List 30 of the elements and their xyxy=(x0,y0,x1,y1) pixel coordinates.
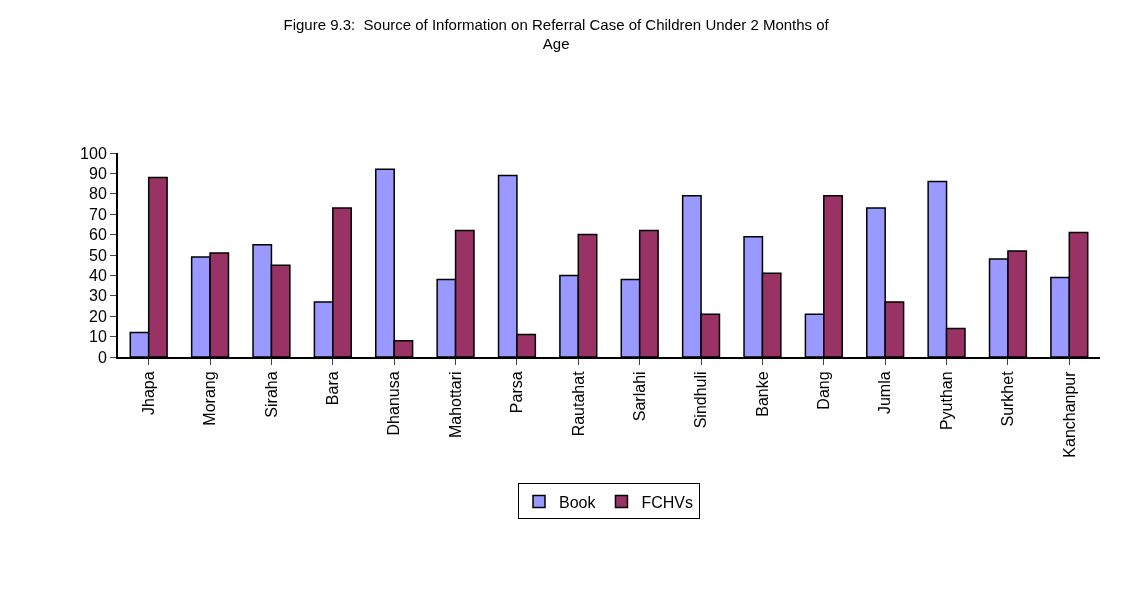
y-tick-label: 90 xyxy=(89,165,107,182)
x-tick-label: Banke xyxy=(753,371,771,417)
x-tick-label: Rautahat xyxy=(569,370,587,437)
x-tick-label: Kanchanpur xyxy=(1060,370,1078,458)
y-tick-label: 80 xyxy=(89,185,107,203)
legend-label: Book xyxy=(559,493,597,511)
y-tick-label: 0 xyxy=(97,348,107,366)
y-tick-label: 100 xyxy=(80,144,107,162)
y-tick-label: 60 xyxy=(89,226,107,244)
x-tick-label: Mahottari xyxy=(446,371,464,439)
x-tick-label: Sindhuli xyxy=(692,371,710,429)
x-tick-label: Siraha xyxy=(262,371,280,418)
x-tick-label: Jumla xyxy=(876,371,894,415)
y-tick-label: 50 xyxy=(89,246,107,264)
y-tick-label: 10 xyxy=(89,328,107,346)
x-tick-label: Dhanusa xyxy=(385,371,403,436)
y-tick-label: 40 xyxy=(89,267,107,284)
x-tick-label: Morang xyxy=(201,371,219,426)
chart-title: Figure 9.3: Source of Information on Referral Case of Children Under 2 Months of Age xyxy=(283,15,830,53)
y-tick-label: 70 xyxy=(89,205,107,223)
x-tick-label: Sarlahi xyxy=(630,371,648,422)
y-tick-label: 30 xyxy=(89,287,107,305)
x-tick-label: Surkhet xyxy=(999,370,1017,427)
x-tick-label: Jhapa xyxy=(139,371,157,415)
x-tick-label: Pyuthan xyxy=(937,371,955,431)
x-tick-label: Bara xyxy=(324,371,342,406)
y-tick-label: 20 xyxy=(89,307,107,325)
x-tick-label: Dang xyxy=(815,371,833,410)
x-tick-label: Parsa xyxy=(508,371,526,414)
legend-label: FCHVs xyxy=(641,493,694,511)
